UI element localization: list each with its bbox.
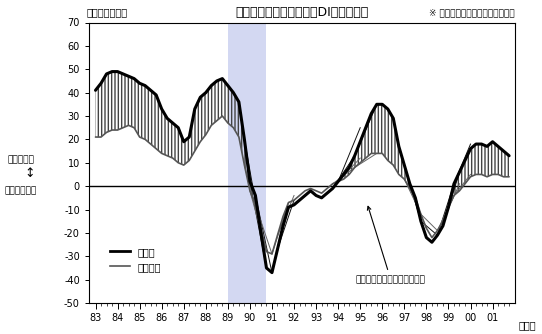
Text: （年）: （年） — [519, 320, 537, 330]
Title: 金融機関の貸出態度判断DI（全産業）: 金融機関の貸出態度判断DI（全産業） — [235, 6, 369, 19]
Text: 「緩い」超: 「緩い」超 — [8, 155, 34, 164]
Text: ↕: ↕ — [24, 167, 35, 180]
Text: （％ポイント）: （％ポイント） — [87, 7, 128, 17]
Text: 各調査回における先行き予測: 各調査回における先行き予測 — [356, 206, 425, 284]
Legend: 大企業, 中小企業: 大企業, 中小企業 — [107, 243, 165, 276]
Bar — [228, 22, 267, 303]
Text: ※ シャドーは公定歩合引き上げ期: ※ シャドーは公定歩合引き上げ期 — [429, 8, 514, 17]
Text: 「厳しい」超: 「厳しい」超 — [5, 186, 37, 195]
